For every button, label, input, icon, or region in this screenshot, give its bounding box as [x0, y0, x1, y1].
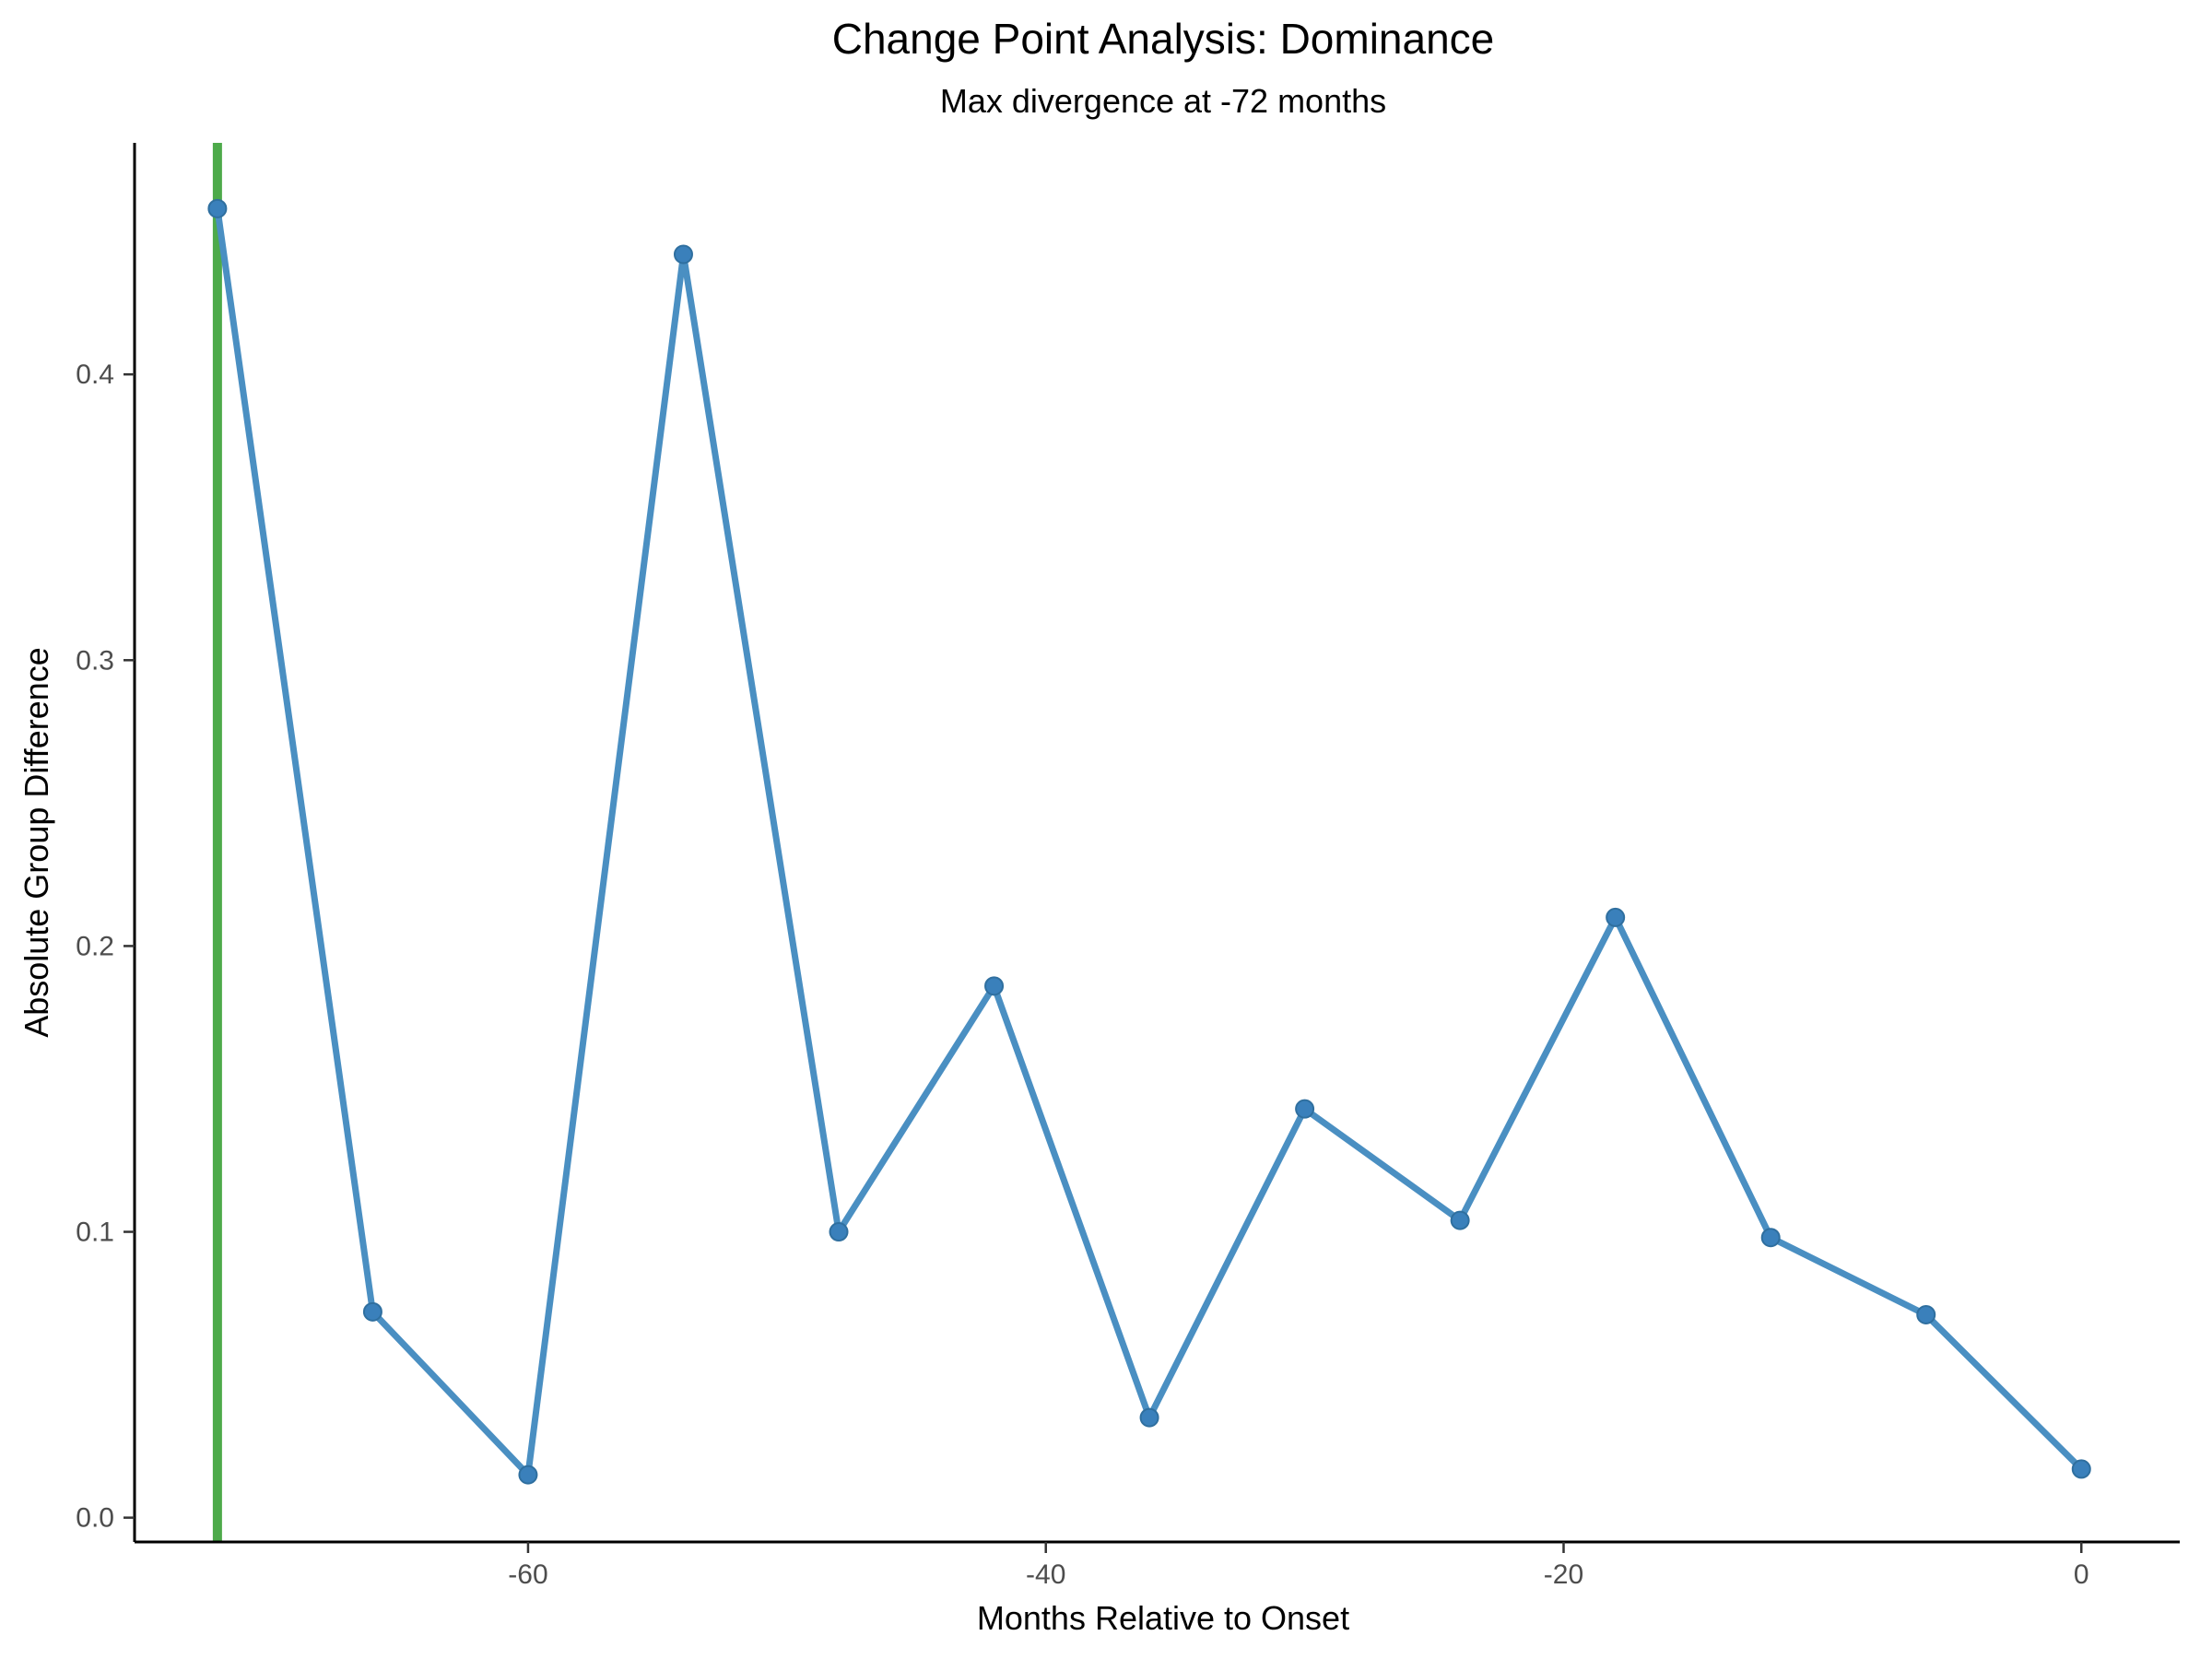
series-line — [214, 205, 2085, 1478]
y-tick-label: 0.3 — [76, 645, 114, 676]
chart-subtitle: Max divergence at -72 months — [940, 82, 1386, 120]
data-point — [1606, 907, 1626, 927]
data-point — [1760, 1228, 1781, 1248]
data-point — [1295, 1099, 1315, 1119]
x-tick-label: 0 — [2074, 1559, 2089, 1590]
data-point — [829, 1222, 849, 1242]
data-point — [984, 976, 1005, 996]
data-point — [1139, 1407, 1159, 1428]
x-tick-label: -20 — [1544, 1559, 1583, 1590]
data-point — [362, 1301, 382, 1322]
y-axis-title: Absolute Group Difference — [18, 647, 55, 1038]
y-tick-label: 0.2 — [76, 931, 114, 961]
y-tick-label: 0.0 — [76, 1503, 114, 1534]
y-tick-label: 0.4 — [76, 359, 114, 390]
data-point — [207, 198, 228, 218]
data-point — [518, 1465, 538, 1485]
chart-title: Change Point Analysis: Dominance — [832, 15, 1495, 63]
x-tick-label: -60 — [508, 1559, 547, 1590]
x-axis-ticks: -60 -40 -20 0 — [508, 1542, 2089, 1590]
x-axis-title: Months Relative to Onset — [977, 1599, 1349, 1637]
plot-area — [207, 143, 2091, 1542]
data-point — [2071, 1459, 2091, 1479]
y-axis-ticks: 0.0 0.1 0.2 0.3 0.4 — [76, 359, 135, 1534]
data-point — [1450, 1210, 1470, 1230]
x-tick-label: -40 — [1026, 1559, 1065, 1590]
data-point — [673, 244, 693, 265]
data-point — [1916, 1304, 1936, 1324]
y-tick-label: 0.1 — [76, 1218, 114, 1248]
